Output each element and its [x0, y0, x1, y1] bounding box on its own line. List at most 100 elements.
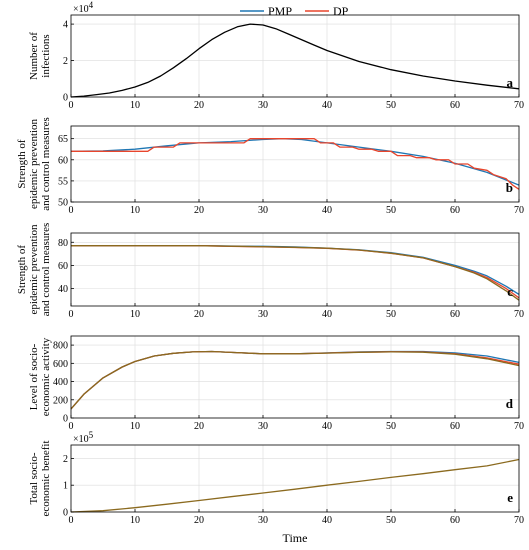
x-tick-label: 20 [194, 515, 204, 526]
x-tick-label: 50 [386, 421, 396, 432]
x-tick-label: 0 [69, 100, 74, 111]
x-tick-label: 0 [69, 205, 74, 216]
plot-area [71, 15, 519, 97]
x-tick-label: 10 [130, 515, 140, 526]
panel-c: 0 10 20 30 40 50 60 70 40 60 80 Strength of epidemic… [16, 223, 524, 320]
y-tick-label: 600 [53, 359, 68, 370]
panel-letter: b [506, 180, 513, 195]
y-axis-label: epidemic prevention [28, 118, 40, 209]
axes-frame [70, 444, 520, 513]
panel-letter: a [507, 75, 514, 90]
x-tick-label: 0 [69, 309, 74, 320]
y-tick-label: 4 [63, 20, 68, 31]
panel-b: 0 10 20 30 40 50 60 70 50 55 60 65 Strength of epidem… [16, 117, 524, 216]
y-exponent-label: ×105 [73, 430, 94, 445]
x-tick-label: 10 [130, 421, 140, 432]
axes-frame [70, 232, 520, 307]
x-tick-label: 50 [386, 309, 396, 320]
y-axis-label: Strength of [16, 139, 28, 189]
y-tick-label: 1 [63, 481, 68, 492]
x-tick-label: 10 [130, 205, 140, 216]
legend-label-dp: DP [333, 4, 349, 18]
y-axis-label: Level of socio- [28, 343, 40, 410]
x-tick-label: 0 [69, 421, 74, 432]
series-line-dp [71, 138, 520, 190]
series-line-combined-2 [71, 245, 520, 301]
y-tick-label: 60 [58, 155, 68, 166]
x-tick-label: 60 [450, 205, 460, 216]
y-tick-label: 0 [63, 414, 68, 425]
y-axis-label: infections [40, 34, 52, 77]
x-tick-label: 10 [130, 100, 140, 111]
x-tick-label: 60 [450, 515, 460, 526]
x-tick-label: 20 [194, 309, 204, 320]
y-axis-label: Number of [28, 32, 40, 80]
x-tick-label: 60 [450, 100, 460, 111]
x-tick-label: 30 [258, 205, 268, 216]
x-tick-label: 30 [258, 515, 268, 526]
x-tick-label: 60 [450, 421, 460, 432]
legend-label-pmp: PMP [268, 4, 292, 18]
axes-frame [70, 335, 520, 419]
panel-a: 0 10 20 30 40 50 60 70 0 2 4 ×104 Number of infection… [28, 0, 524, 111]
y-axis-label: economic activity [40, 337, 52, 416]
x-tick-label: 70 [514, 421, 524, 432]
x-tick-label: 30 [258, 309, 268, 320]
plot-area [71, 233, 519, 306]
x-tick-label: 40 [322, 515, 332, 526]
y-tick-label: 400 [53, 377, 68, 388]
x-tick-label: 40 [322, 421, 332, 432]
plot-area [71, 336, 519, 418]
x-tick-label: 20 [194, 100, 204, 111]
plot-area [71, 126, 519, 202]
x-tick-label: 70 [514, 205, 524, 216]
x-tick-label: 50 [386, 100, 396, 111]
y-tick-label: 0 [63, 508, 68, 519]
y-tick-label: 55 [58, 176, 68, 187]
x-tick-label: 10 [130, 309, 140, 320]
y-tick-label: 80 [58, 238, 68, 249]
panel-letter: d [506, 396, 514, 411]
panel-letter: e [507, 490, 513, 505]
y-tick-label: 2 [63, 454, 68, 465]
x-tick-label: 70 [514, 309, 524, 320]
y-axis-label: and control measures [40, 117, 52, 210]
axes-frame [70, 125, 520, 203]
plot-area [71, 445, 519, 512]
x-tick-label: 50 [386, 205, 396, 216]
x-tick-label: 20 [194, 421, 204, 432]
x-tick-label: 70 [514, 100, 524, 111]
x-axis-label: Time [283, 531, 308, 545]
y-tick-label: 40 [58, 284, 68, 295]
x-tick-label: 50 [386, 515, 396, 526]
y-tick-label: 65 [58, 134, 68, 145]
panel-e: 0 10 20 30 40 50 60 70 0 1 2 ×105 Total socio-econom… [28, 430, 524, 526]
x-tick-label: 30 [258, 421, 268, 432]
x-tick-label: 70 [514, 515, 524, 526]
y-exponent-label: ×104 [73, 0, 94, 15]
x-tick-label: 40 [322, 309, 332, 320]
y-axis-label: Strength of [16, 245, 28, 295]
axes-frame [70, 14, 520, 98]
x-tick-label: 30 [258, 100, 268, 111]
series-line-combined-0 [70, 23, 520, 98]
x-tick-label: 40 [322, 205, 332, 216]
panel-d: 0 10 20 30 40 50 60 70 0 200 400 600 800 Level of soc… [28, 335, 524, 432]
x-tick-label: 20 [194, 205, 204, 216]
y-tick-label: 0 [63, 93, 68, 104]
x-tick-label: 40 [322, 100, 332, 111]
y-tick-label: 60 [58, 261, 68, 272]
series-line-combined-2 [70, 350, 520, 410]
y-tick-label: 50 [58, 198, 68, 209]
panel-letter: c [507, 284, 513, 299]
y-tick-label: 2 [63, 56, 68, 67]
y-tick-label: 200 [53, 395, 68, 406]
legend: PMP DP [240, 4, 349, 18]
y-axis-label: epidemic prevention [28, 224, 40, 315]
x-tick-label: 60 [450, 309, 460, 320]
y-axis-label: economic benefit [40, 440, 52, 516]
series-line-combined-0 [70, 458, 520, 513]
y-axis-label: Total socio- [28, 452, 40, 504]
x-tick-label: 0 [69, 515, 74, 526]
